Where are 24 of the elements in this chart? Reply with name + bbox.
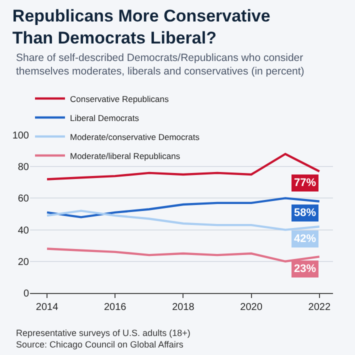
legend-label: Moderate/conservative Democrats — [70, 132, 200, 142]
source-note: Source: Chicago Council on Global Affairs — [16, 340, 184, 350]
y-tick-label: 60 — [18, 194, 30, 205]
y-tick-label: 40 — [18, 225, 30, 236]
y-tick-label: 100 — [12, 130, 30, 142]
data-label: 23% — [294, 263, 316, 275]
line-series — [46, 197, 320, 218]
legend-label: Moderate/liberal Republicans — [70, 150, 180, 161]
text: Representative surveys of U.S. adults (18+) — [16, 328, 190, 338]
x-tick-label: 2020 — [240, 302, 263, 313]
data-label: 58% — [294, 207, 316, 219]
data-label: 42% — [294, 233, 316, 245]
y-tick-label: 0 — [23, 288, 30, 300]
chart-title: Republicans More Conservative Than Democrats Liberal? — [12, 6, 270, 48]
x-tick-label: 2022 — [308, 302, 331, 313]
x-tick-label: 2016 — [104, 302, 127, 313]
y-tick-label: 80 — [18, 162, 30, 174]
y-tick-label: 20 — [18, 256, 30, 268]
x-tick-label: 2014 — [36, 302, 59, 313]
x-tick-label: 2018 — [172, 302, 195, 313]
data-label: 77% — [294, 177, 316, 189]
legend-label: Conservative Republicans — [70, 94, 169, 104]
legend-label: Liberal Democrats — [70, 112, 139, 123]
chart-subtitle: Share of self-described Democrats/Republicans who consider themselves moderates, liberals and conservatives (in percent) — [16, 52, 304, 78]
